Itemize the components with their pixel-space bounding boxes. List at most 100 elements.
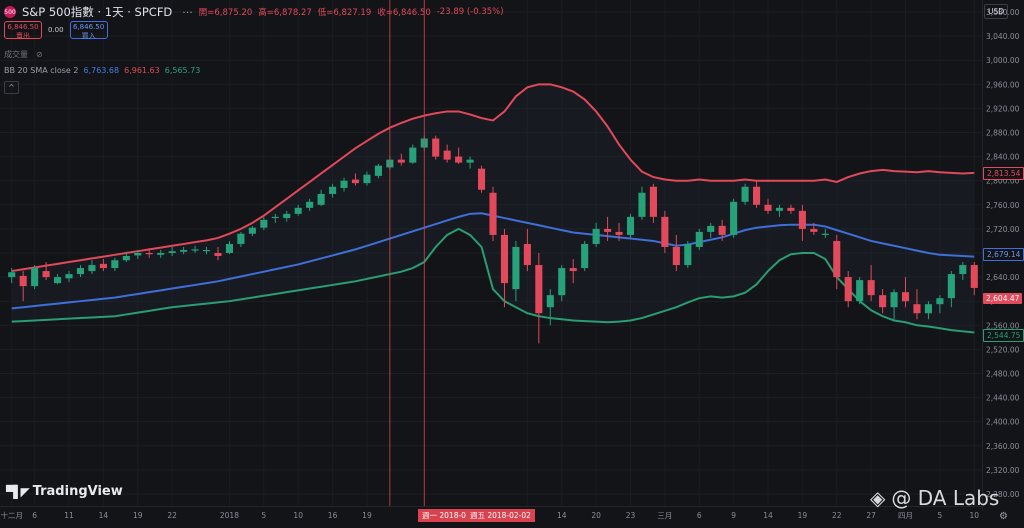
sell-button[interactable]: 6,846.50 賣出	[4, 21, 42, 40]
ohlc-close: 收=6,846.50	[377, 8, 431, 18]
volume-legend[interactable]: 成交量 ⊘	[4, 49, 43, 60]
y-tick-label: 2,400.00	[986, 418, 1020, 427]
candle-body	[821, 233, 829, 235]
candle-body	[546, 295, 554, 308]
x-tick-label: 2018	[220, 511, 239, 520]
buy-button[interactable]: 6,846.50 買入	[69, 21, 108, 40]
ohlc-open: 開=6,875.20	[198, 8, 253, 18]
x-tick-label: 20	[591, 511, 601, 520]
x-tick-label: 19	[798, 511, 808, 520]
candle-body	[787, 207, 795, 211]
sell-label: 賣出	[16, 31, 30, 40]
y-tick-label: 2,800.00	[986, 177, 1020, 186]
lower-price-tag: 2,544.75	[983, 328, 1024, 342]
candle-body	[695, 231, 703, 247]
range-start: 週一 2018-0	[422, 511, 466, 520]
ohlc-low: 低=6,827.19	[317, 8, 372, 18]
eye-hidden-icon[interactable]: ⊘	[36, 50, 43, 59]
more-menu-icon[interactable]: ···	[182, 5, 193, 19]
candle-body	[764, 204, 772, 211]
candle-body	[924, 304, 932, 314]
watermark: ◈ @ DA Labs	[870, 486, 999, 510]
candle-body	[214, 253, 222, 257]
watermark-text: @ DA Labs	[891, 486, 1000, 510]
candle-body	[936, 298, 944, 305]
candle-body	[157, 253, 165, 255]
candle-body	[500, 234, 509, 284]
x-tick-label: 三月	[657, 511, 672, 520]
candle-body	[443, 150, 451, 160]
y-tick-label: 3,080.00	[986, 8, 1020, 17]
y-tick-label: 3,040.00	[986, 32, 1020, 41]
candle-body	[512, 246, 520, 290]
currency-selector[interactable]: USD	[984, 4, 1008, 19]
candle-body	[810, 228, 818, 232]
y-tick-label: 2,960.00	[986, 80, 1020, 89]
x-tick-label: 23	[626, 511, 636, 520]
candle-body	[684, 243, 692, 266]
candle-body	[753, 186, 761, 205]
x-tick-label: 11	[64, 511, 74, 520]
candle-body	[180, 249, 188, 252]
x-tick-label: 14	[763, 511, 773, 520]
candle-body	[145, 253, 153, 255]
range-end: 週五 2018-02-02	[469, 511, 531, 520]
candle-body	[329, 186, 337, 194]
ohlc-values: 開=6,875.20 高=6,878.27 低=6,827.19 收=6,846…	[199, 6, 504, 18]
candle-body	[65, 274, 73, 279]
tradingview-logo[interactable]: ▀▌◤ TradingView	[6, 484, 123, 499]
x-tick-label: 十二月	[0, 510, 23, 520]
candle-body	[191, 249, 199, 251]
candle-body	[867, 280, 875, 296]
y-tick-label: 2,760.00	[986, 201, 1020, 210]
buy-price: 6,846.50	[73, 23, 105, 31]
candle-body	[661, 216, 669, 247]
candle-body	[890, 292, 898, 308]
x-tick-label: 27	[866, 511, 876, 520]
candle-body	[569, 268, 577, 272]
candle-body	[168, 251, 176, 253]
x-tick-label: 14	[99, 511, 109, 520]
candle-body	[351, 179, 360, 184]
time-axis[interactable]	[0, 506, 982, 528]
candle-body	[672, 246, 680, 266]
collapse-chevron-icon[interactable]: ^	[4, 81, 19, 94]
y-tick-label: 2,880.00	[986, 129, 1020, 138]
candle-body	[225, 243, 233, 253]
tv-logo-icon: ▀▌◤	[6, 484, 30, 499]
y-tick-label: 2,440.00	[986, 394, 1020, 403]
y-tick-label: 2,720.00	[986, 225, 1020, 234]
y-tick-label: 2,280.00	[986, 490, 1020, 499]
x-tick-label: 9	[731, 511, 736, 520]
settings-gear-icon[interactable]: ⚙	[999, 511, 1008, 522]
candle-body	[741, 186, 749, 202]
candle-body	[798, 210, 806, 229]
bb-lower-value: 6,565.73	[164, 66, 201, 75]
bb-legend[interactable]: BB 20 SMA close 2 6,763.68 6,961.63 6,56…	[4, 66, 200, 75]
symbol-title[interactable]: S&P 500指數 · 1天 · SPCFD	[22, 5, 173, 19]
candle-body	[88, 265, 96, 272]
price-axis[interactable]	[982, 0, 1024, 510]
bb-label: BB 20 SMA close 2	[4, 66, 79, 75]
candle-body	[111, 260, 119, 269]
candle-body	[959, 265, 967, 275]
candle-body	[638, 192, 646, 217]
brand-name: TradingView	[32, 484, 123, 499]
x-tick-label: 6	[32, 511, 37, 520]
binance-diamond-icon: ◈	[870, 486, 886, 510]
x-tick-label: 16	[328, 511, 338, 520]
spread-value: 0.00	[48, 26, 64, 34]
bb-middle-value: 6,763.68	[83, 66, 120, 75]
candle-body	[592, 228, 600, 244]
candle-body	[879, 295, 887, 308]
y-tick-label: 2,840.00	[986, 153, 1020, 162]
candle-body	[99, 263, 107, 269]
x-tick-label: 5	[261, 511, 266, 520]
middle-price-tag: 2,679.14	[983, 248, 1024, 262]
candle-body	[718, 225, 726, 235]
y-tick-label: 2,640.00	[986, 273, 1020, 282]
candle-body	[558, 268, 566, 296]
candle-body	[409, 147, 417, 163]
candle-body	[707, 225, 715, 232]
